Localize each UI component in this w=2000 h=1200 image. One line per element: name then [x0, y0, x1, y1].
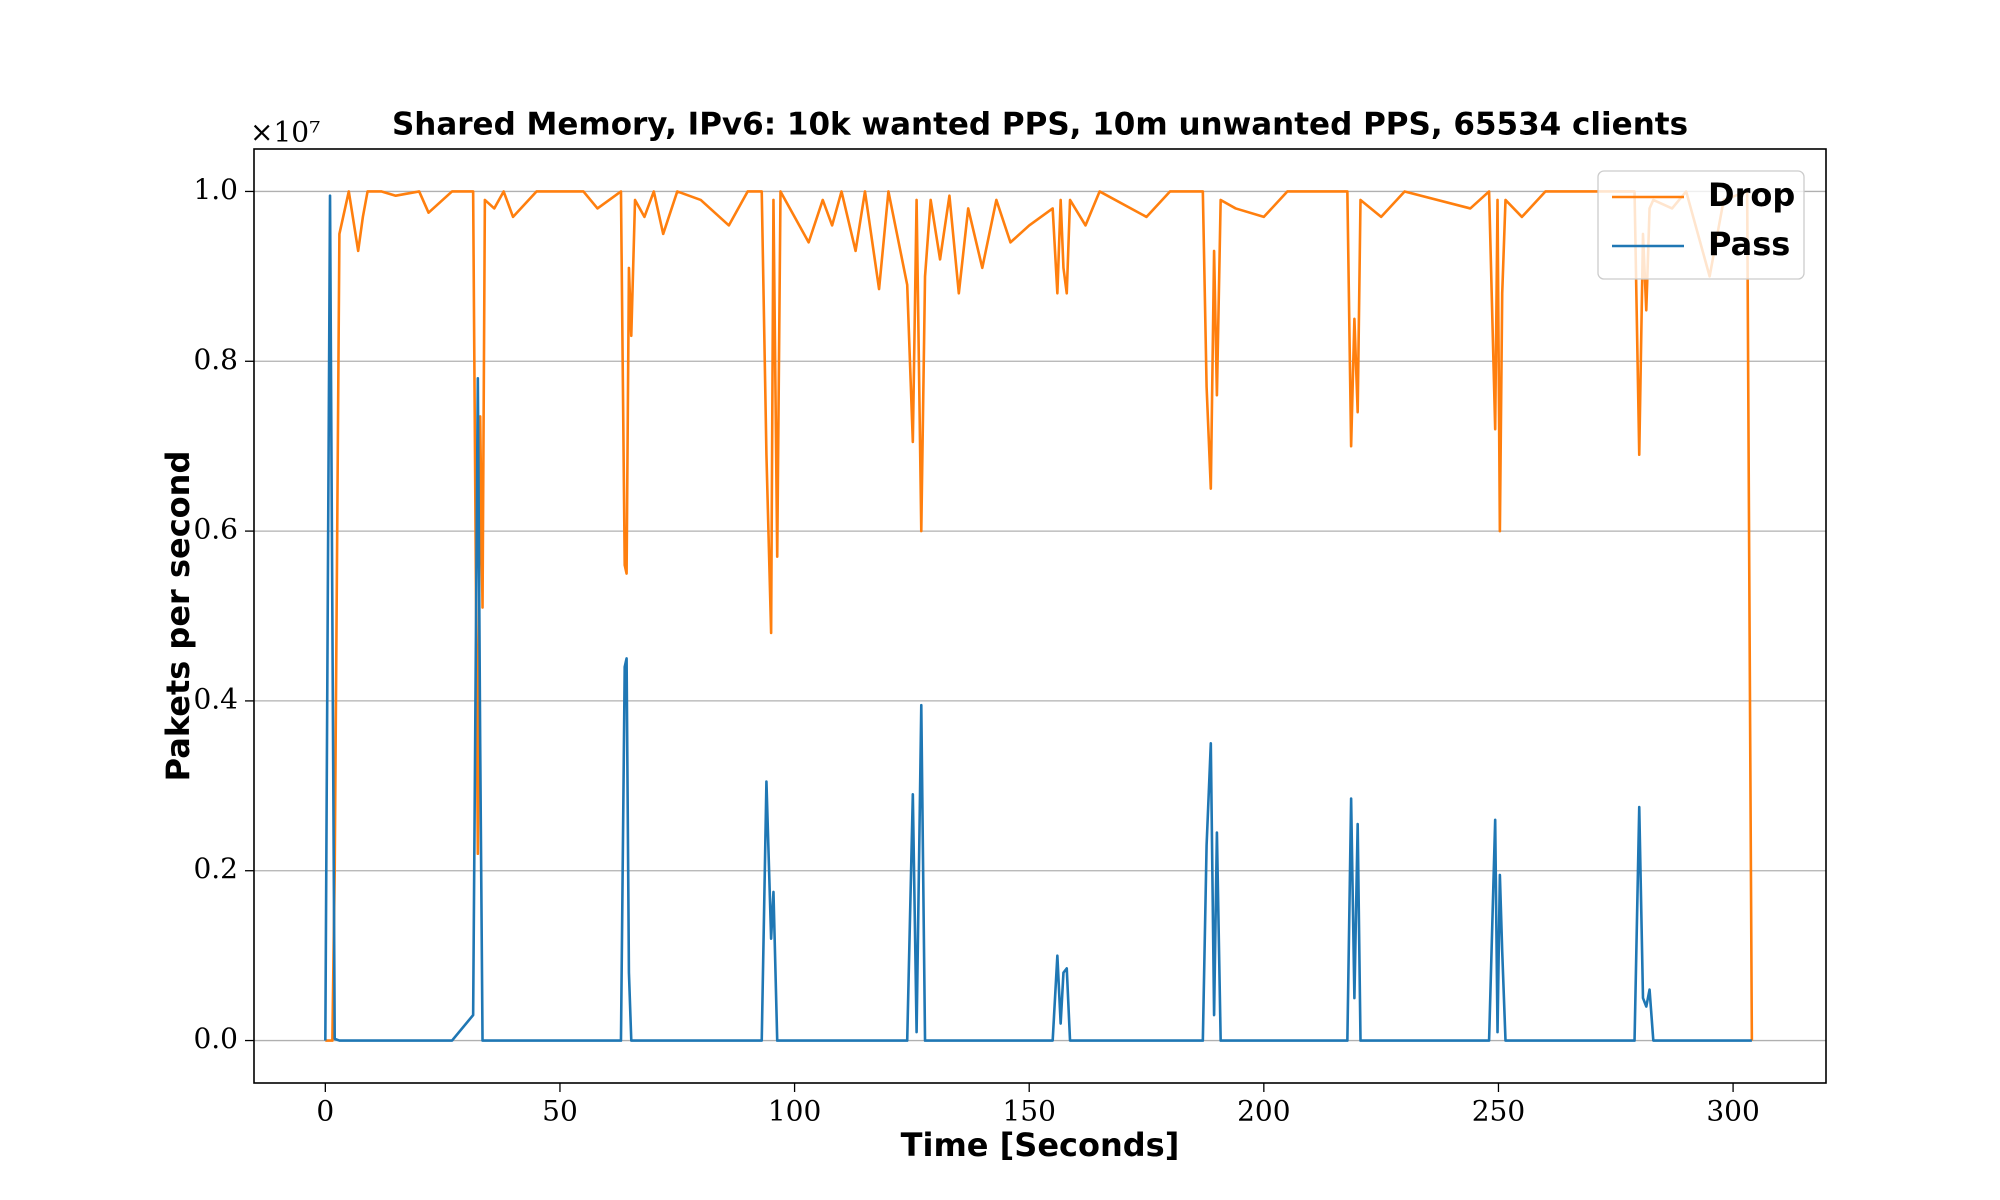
y-tick-label: 0.0	[193, 1022, 238, 1055]
x-tick-label: 300	[1706, 1095, 1759, 1128]
x-axis-label: Time [Seconds]	[901, 1126, 1180, 1164]
x-tick-label: 0	[316, 1095, 334, 1128]
y-axis-label: Pakets per second	[159, 451, 197, 782]
x-tick-label: 50	[542, 1095, 578, 1128]
y-tick-label: 1.0	[193, 173, 238, 206]
data-line	[325, 190, 1754, 1042]
x-tick-label: 150	[1002, 1095, 1055, 1128]
chart-title: Shared Memory, IPv6: 10k wanted PPS, 10m…	[392, 107, 1688, 143]
x-tick-label: 250	[1472, 1095, 1525, 1128]
x-tick-label: 100	[768, 1095, 821, 1128]
y-tick-label: 0.8	[193, 343, 238, 376]
y-tick-label: 0.6	[193, 513, 238, 546]
x-tick-label: 200	[1237, 1095, 1290, 1128]
legend-label: Pass	[1708, 225, 1790, 263]
legend-label: Drop	[1708, 176, 1795, 214]
data-line	[324, 194, 1752, 1042]
y-tick-label: 0.2	[193, 852, 238, 885]
axes-frame	[253, 148, 1827, 1084]
y-tick-label: 0.4	[193, 682, 238, 715]
y-offset-label: ×10⁷	[250, 116, 320, 149]
